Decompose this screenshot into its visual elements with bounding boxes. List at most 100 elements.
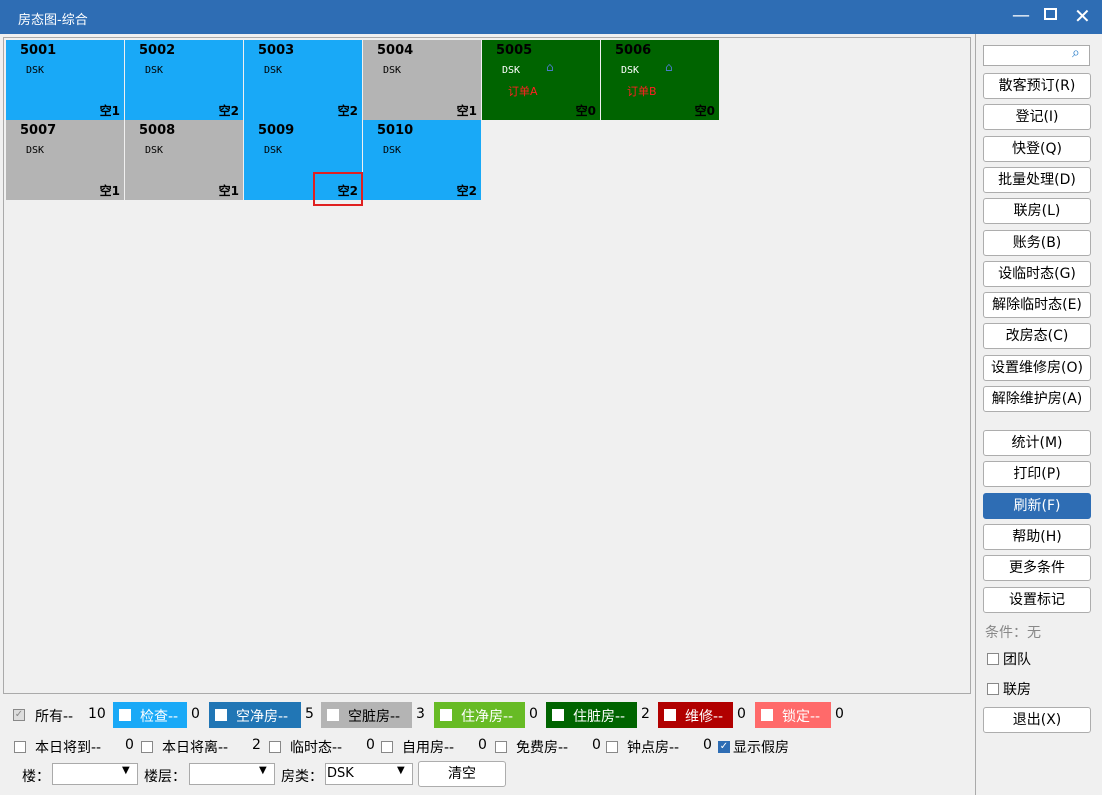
room-tile[interactable] — [601, 40, 719, 120]
sidebar-button[interactable]: 散客预订(R) — [983, 73, 1091, 99]
room-tile[interactable] — [244, 40, 362, 120]
checkbox[interactable]: ✓ — [13, 709, 25, 721]
sidebar-button[interactable]: 设置维修房(O) — [983, 354, 1091, 381]
room-number: 5006 — [615, 43, 652, 58]
room-status: 空2 — [337, 104, 358, 118]
checkbox[interactable] — [495, 741, 507, 753]
legend-label: 空净房-- — [236, 709, 289, 725]
dropdown-arrow[interactable]: ▼ — [397, 765, 405, 776]
dropdown[interactable] — [52, 763, 138, 785]
room-tile[interactable] — [125, 40, 243, 120]
title-bar — [0, 0, 1102, 34]
sidebar-button[interactable]: 改房态(C) — [983, 323, 1091, 350]
filter-count: 0 — [592, 737, 601, 753]
room-number: 5001 — [20, 43, 57, 58]
exit-button[interactable]: 退出(X) — [983, 707, 1091, 733]
sidebar-button[interactable]: 设置标记 — [983, 586, 1091, 613]
filter-label: 显示假房 — [733, 740, 789, 756]
checkbox[interactable] — [987, 653, 999, 665]
window-title: 房态图-综合 — [18, 13, 88, 28]
condition-label: 条件：无 — [985, 625, 1041, 641]
checkbox[interactable]: ✓ — [718, 741, 730, 753]
legend-count: 3 — [416, 706, 425, 722]
room-number: 5009 — [258, 123, 295, 138]
room-tile[interactable] — [482, 40, 600, 120]
room-type: DSK — [26, 65, 45, 76]
sidebar-button[interactable]: 快登(Q) — [983, 135, 1091, 162]
filter-label: 钟点房-- — [627, 740, 680, 756]
checkbox[interactable] — [215, 709, 227, 721]
sidebar-button[interactable]: 解除临时态(E) — [983, 292, 1091, 319]
room-status: 空1 — [456, 104, 477, 118]
minimize[interactable]: — — [1012, 5, 1030, 26]
room-icon: ⌂ — [546, 60, 554, 74]
room-order: 订单A — [508, 85, 538, 98]
sidebar-button[interactable]: 打印(P) — [983, 461, 1091, 488]
selector-label: 楼： — [22, 769, 50, 785]
room-tile[interactable] — [125, 120, 243, 200]
legend-label: 所有-- — [35, 709, 74, 725]
room-type: DSK — [621, 65, 640, 76]
filter-count: 0 — [366, 737, 375, 753]
room-status: 空0 — [694, 104, 715, 118]
room-status: 空1 — [218, 184, 239, 198]
checkbox[interactable] — [440, 709, 452, 721]
checkbox[interactable] — [987, 683, 999, 695]
checkbox[interactable] — [381, 741, 393, 753]
room-number: 5010 — [377, 123, 414, 138]
sidebar-button[interactable]: 帮助(H) — [983, 523, 1091, 550]
sidebar-button[interactable]: 统计(M) — [983, 430, 1091, 456]
dropdown-arrow[interactable]: ▼ — [259, 765, 267, 776]
dropdown[interactable] — [325, 763, 413, 785]
room-tile[interactable] — [6, 120, 124, 200]
room-icon: ⌂ — [665, 60, 673, 74]
maximize[interactable] — [1044, 8, 1057, 20]
clear-button[interactable]: 清空 — [418, 761, 506, 787]
close[interactable]: ✕ — [1074, 4, 1091, 28]
legend-count: 10 — [88, 706, 106, 722]
search-box[interactable] — [983, 45, 1090, 66]
search-icon[interactable]: ⌕ — [1072, 45, 1080, 61]
sidebar-button[interactable]: 刷新(F) — [983, 492, 1091, 519]
room-type: DSK — [383, 65, 402, 76]
sidebar-button[interactable]: 登记(I) — [983, 104, 1091, 131]
checkbox[interactable] — [141, 741, 153, 753]
room-number: 5002 — [139, 43, 176, 58]
filter-label: 免费房-- — [516, 740, 569, 756]
room-type: DSK — [502, 65, 521, 76]
dropdown-arrow[interactable]: ▼ — [122, 765, 130, 776]
checkbox[interactable] — [761, 709, 773, 721]
room-type: DSK — [383, 145, 402, 156]
room-type: DSK — [26, 145, 45, 156]
checkbox[interactable] — [552, 709, 564, 721]
sidebar-button[interactable]: 解除维护房(A) — [983, 386, 1091, 412]
legend-label: 住脏房-- — [573, 709, 626, 725]
room-status: 空2 — [218, 104, 239, 118]
room-tile[interactable] — [363, 40, 481, 120]
checkbox[interactable] — [606, 741, 618, 753]
sidebar-button[interactable]: 联房(L) — [983, 198, 1091, 225]
dropdown[interactable] — [189, 763, 275, 785]
filter-count: 0 — [478, 737, 487, 753]
legend-label: 维修-- — [685, 709, 724, 725]
room-number: 5007 — [20, 123, 57, 138]
checkbox[interactable] — [327, 709, 339, 721]
legend-count: 5 — [305, 706, 314, 722]
room-tile[interactable] — [244, 120, 362, 200]
sidebar-button[interactable]: 批量处理(D) — [983, 166, 1091, 193]
checkbox[interactable] — [664, 709, 676, 721]
room-number: 5005 — [496, 43, 533, 58]
sidebar-button[interactable]: 更多条件 — [983, 555, 1091, 582]
checkbox[interactable] — [14, 741, 26, 753]
filter-count: 0 — [703, 737, 712, 753]
sidebar-button[interactable]: 设临时态(G) — [983, 260, 1091, 287]
sidebar-button[interactable]: 账务(B) — [983, 229, 1091, 256]
checkbox[interactable] — [269, 741, 281, 753]
room-type: DSK — [264, 65, 283, 76]
room-tile[interactable] — [6, 40, 124, 120]
room-number: 5008 — [139, 123, 176, 138]
room-tile[interactable] — [363, 120, 481, 200]
checkbox[interactable] — [119, 709, 131, 721]
